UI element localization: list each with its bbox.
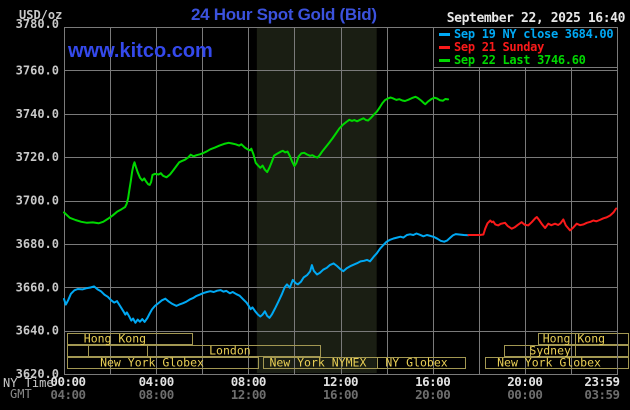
y-axis-tick: 3620.0 (16, 367, 59, 381)
session-label: New York NYMEX (269, 356, 366, 370)
session-label: Hong Kong (543, 332, 605, 346)
ny-time-axis-label: NY Time (3, 376, 54, 390)
unit-label: USD/oz (19, 8, 63, 22)
session-label: NY Globex (385, 356, 447, 370)
series-sep-21-sunday (467, 207, 618, 236)
y-axis-tick: 3660.0 (16, 280, 59, 294)
legend-panel: Sep 19 NY close 3684.00 Sep 21 Sunday Se… (433, 28, 617, 68)
x-axis-tick: 03:59 (584, 387, 619, 402)
series-sep-19-ny-close (63, 232, 470, 324)
session-box (377, 357, 466, 369)
y-axis-tick: 3720.0 (16, 150, 59, 164)
x-axis-tick: 20:00 (415, 387, 450, 402)
y-axis-tick: 3680.0 (16, 237, 59, 251)
y-axis-tick: 3760.0 (16, 63, 59, 77)
session-box (575, 345, 629, 357)
legend-label: Sep 19 NY close 3684.00 (454, 27, 614, 41)
y-axis-tick: 3740.0 (16, 107, 59, 121)
legend-dash-red-icon (439, 46, 450, 49)
x-axis-tick: 08:00 (231, 374, 266, 389)
session-box (67, 357, 259, 369)
y-axis-tick: 3700.0 (16, 194, 59, 208)
nymex-session-band (256, 28, 377, 373)
x-axis-tick: 20:00 (507, 374, 542, 389)
x-axis-tick: 23:59 (584, 374, 619, 389)
session-box (67, 333, 193, 345)
legend-dash-green-icon (439, 59, 450, 62)
plot-border (64, 27, 618, 375)
session-label: New York Globex (497, 356, 601, 370)
session-label: New York Globex (100, 356, 204, 370)
session-box (147, 345, 321, 357)
x-axis-tick: 16:00 (415, 374, 450, 389)
page-title: 24 Hour Spot Gold (Bid) (191, 5, 377, 24)
session-label: Hong Kong (84, 332, 146, 346)
session-box (67, 345, 89, 357)
session-label: London (209, 344, 251, 358)
legend-dash-cyan-icon (439, 33, 450, 36)
y-axis-tick: 3640.0 (16, 324, 59, 338)
x-axis-tick: 16:00 (323, 387, 358, 402)
session-label: Sydney (529, 344, 571, 358)
x-axis-tick: 00:00 (507, 387, 542, 402)
x-axis-tick: 00:00 (50, 374, 85, 389)
legend-label: Sep 21 Sunday (454, 40, 545, 54)
x-axis-tick: 04:00 (139, 374, 174, 389)
gmt-axis-label: GMT (10, 387, 32, 401)
legend-item-sep19: Sep 19 NY close 3684.00 (439, 28, 617, 41)
session-box (485, 357, 629, 369)
x-axis-tick: 12:00 (231, 387, 266, 402)
series-sep-22-last (63, 95, 450, 225)
y-axis-tick: 3780.0 (16, 17, 59, 31)
x-axis-tick: 04:00 (50, 387, 85, 402)
datetime-label: September 22, 2025 16:40 (446, 11, 626, 26)
x-axis-tick: 08:00 (139, 387, 174, 402)
legend-item-sep21: Sep 21 Sunday (439, 41, 617, 54)
legend-label: Sep 22 Last 3746.60 (454, 53, 586, 67)
kitco-watermark-link[interactable]: www.kitco.com (68, 40, 213, 62)
x-axis-tick: 12:00 (323, 374, 358, 389)
session-box (575, 333, 629, 345)
legend-item-sep22: Sep 22 Last 3746.60 (439, 54, 617, 67)
